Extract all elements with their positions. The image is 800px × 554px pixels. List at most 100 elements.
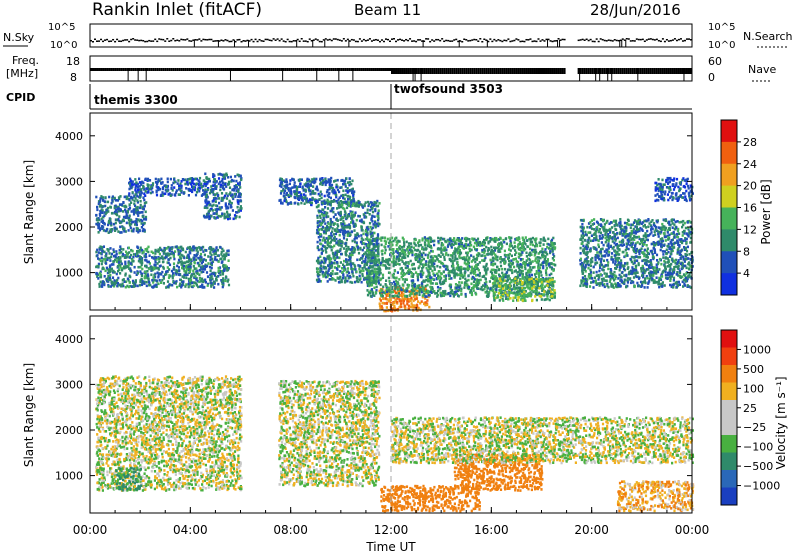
power-cell: [495, 285, 498, 289]
power-cell: [185, 283, 188, 286]
power-cell: [209, 251, 212, 255]
power-cell: [122, 248, 125, 251]
freq-sample: [431, 68, 434, 74]
power-cell: [144, 190, 147, 193]
power-cell: [406, 245, 409, 249]
power-cell: [166, 180, 169, 184]
power-cell: [223, 196, 226, 199]
power-cell: [211, 209, 214, 212]
power-cell: [493, 249, 497, 252]
power-cell: [146, 187, 149, 190]
power-cell: [128, 192, 131, 195]
power-cell: [534, 240, 537, 243]
power-cell: [480, 285, 483, 289]
nsky-sample: [559, 39, 562, 41]
power-cell: [115, 272, 118, 276]
power-cell: [464, 295, 467, 298]
freq-sample: [555, 68, 558, 74]
power-cell: [115, 227, 118, 231]
freq-sample: [380, 68, 383, 71]
power-cell: [178, 188, 181, 191]
power-cell: [456, 264, 460, 267]
power-cell: [237, 209, 240, 212]
freq-sample: [683, 68, 686, 74]
freq-sample: [328, 68, 331, 71]
power-cell: [96, 248, 99, 252]
power-cell: [355, 270, 358, 273]
power-cell: [283, 191, 286, 195]
power-cell: [489, 287, 492, 290]
power-cell: [350, 200, 353, 203]
power-cell: [320, 251, 323, 255]
power-cell: [330, 263, 333, 266]
power-cell: [372, 245, 375, 249]
freq-sample: [471, 68, 474, 74]
freq-sample: [364, 68, 367, 71]
power-cell: [130, 253, 133, 257]
power-cell: [495, 255, 498, 259]
power-cell: [281, 182, 284, 186]
power-cell: [135, 209, 138, 212]
nsky-sample: [447, 39, 450, 42]
power-cell: [528, 273, 531, 277]
power-cell: [132, 229, 135, 233]
power-cell: [345, 258, 348, 261]
power-cell: [305, 182, 308, 185]
nsky-sample: [170, 39, 173, 42]
power-cell: [475, 293, 478, 296]
freq-sample: [100, 68, 103, 71]
power-cell: [354, 280, 357, 284]
power-cell: [419, 243, 423, 247]
power-cell: [500, 247, 503, 250]
power-cell: [348, 177, 351, 181]
power-cell: [405, 295, 408, 298]
nsky-sample: [178, 40, 181, 42]
freq-sample: [130, 68, 133, 71]
freq-sample: [178, 68, 181, 71]
power-cell: [404, 256, 407, 259]
power-cell: [239, 205, 242, 208]
power-cell: [448, 277, 451, 280]
power-cell: [219, 180, 222, 184]
power-cell: [341, 227, 344, 230]
power-cell: [308, 178, 311, 182]
nsky-sample: [431, 39, 434, 41]
power-cell: [394, 291, 397, 295]
power-cell: [111, 199, 114, 202]
power-cell: [156, 262, 159, 265]
nsky-sample: [122, 39, 125, 42]
power-cell: [107, 206, 110, 210]
power-cell: [399, 286, 402, 290]
power-cell: [325, 190, 329, 194]
freq-sample: [180, 68, 183, 71]
power-cell: [405, 240, 408, 244]
power-cell: [524, 276, 527, 279]
power-cell: [374, 282, 378, 285]
power-cell: [167, 261, 170, 265]
power-cell: [349, 258, 352, 261]
power-cell: [148, 267, 151, 271]
power-cell: [451, 289, 454, 292]
nsky-sample: [449, 40, 452, 42]
nsky-sample: [254, 38, 257, 41]
nsky-sample: [294, 40, 297, 42]
power-cell: [193, 267, 196, 270]
power-cell: [366, 249, 369, 252]
power-cell: [230, 205, 233, 209]
power-cell: [111, 276, 115, 279]
power-cell: [105, 262, 108, 265]
power-cell: [289, 194, 292, 198]
nsky-sample: [334, 38, 337, 40]
power-cell: [183, 264, 186, 268]
power-cell: [335, 237, 338, 241]
freq-sample: [617, 68, 620, 74]
power-cell: [217, 266, 220, 270]
power-cell: [210, 261, 214, 265]
power-cell: [170, 250, 174, 254]
power-cell: [169, 194, 172, 197]
power-cell: [99, 197, 102, 200]
power-cell: [340, 186, 343, 189]
freq-sample: [497, 68, 500, 74]
power-cell: [350, 212, 353, 215]
power-cell: [198, 269, 201, 272]
